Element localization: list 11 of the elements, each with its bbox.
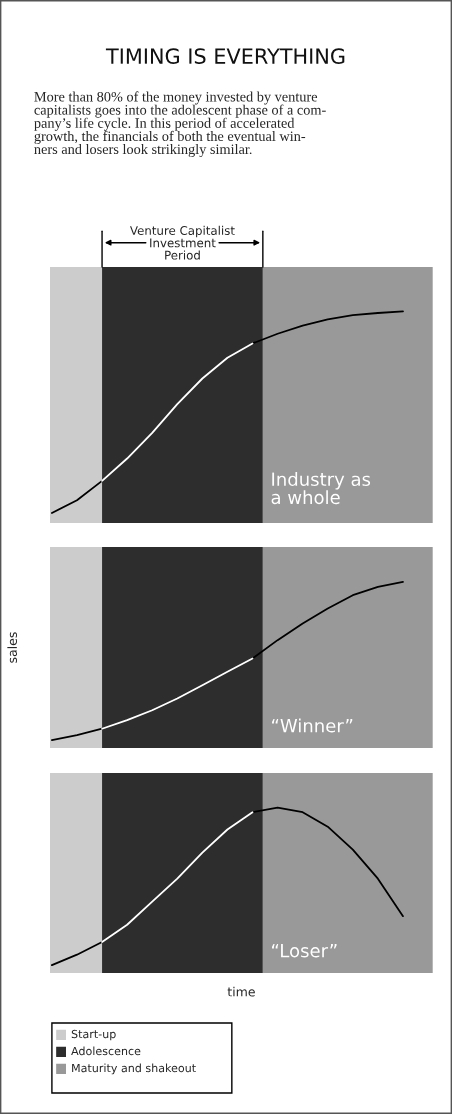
y-axis-title: sales — [7, 632, 18, 663]
annotation: “Winner” — [272, 718, 353, 733]
text: Adolescence — [71, 1046, 141, 1056]
chart-title: TIMING IS EVERYTHING — [105, 48, 345, 64]
chart-subtitle: More than 80% of the money invested by venture capitalists goes into the adolescent phase of a com- pany’s life cycle. In this period of accelerated growth, the financials of both the eventual win- ners and losers look strikingly similar. — [34, 91, 326, 157]
text: Venture Capitalist Investment Period — [130, 225, 235, 260]
annotation: Industry as a whole — [271, 472, 371, 505]
text: Start-up — [71, 1029, 116, 1041]
x-axis-title: time — [227, 986, 255, 997]
text: Maturity and shakeout — [72, 1063, 196, 1075]
annotation: “Loser” — [272, 944, 337, 958]
